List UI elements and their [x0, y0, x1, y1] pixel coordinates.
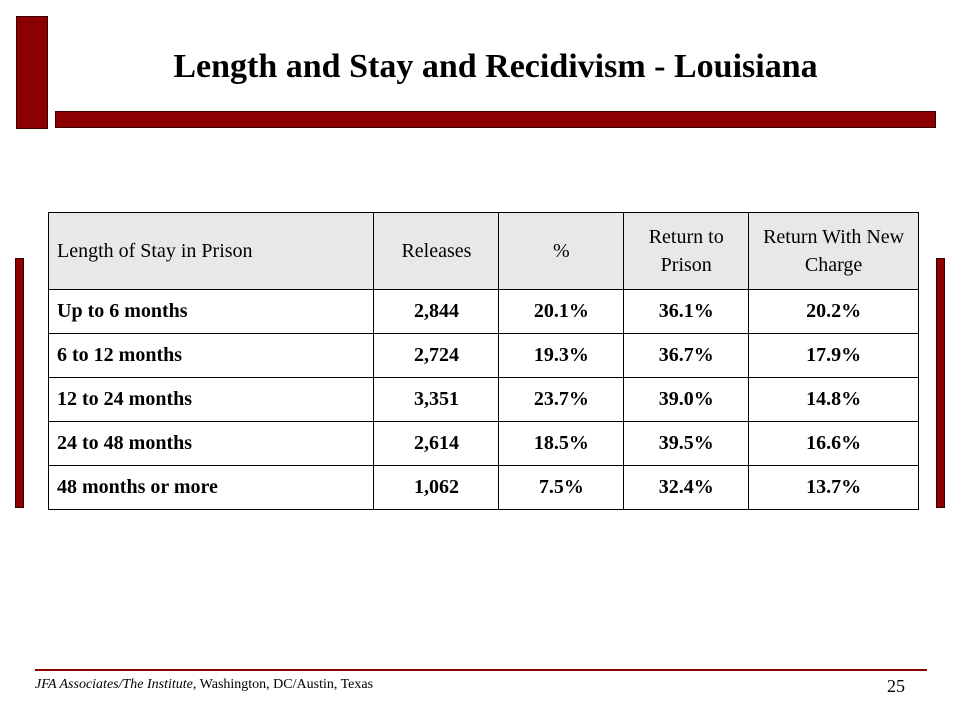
- page-number: 25: [887, 676, 905, 696]
- header-return-to-prison: Return to Prison: [623, 212, 750, 290]
- cell-percent: 19.3%: [498, 333, 625, 378]
- left-side-rule: [15, 258, 24, 508]
- cell-releases: 2,844: [373, 289, 500, 334]
- table-row: Up to 6 months 2,844 20.1% 36.1% 20.2%: [47, 289, 919, 334]
- cell-return-to-prison: 36.1%: [623, 289, 750, 334]
- cell-percent: 18.5%: [498, 421, 625, 466]
- footer-source: JFA Associates/The Institute, Washington…: [35, 677, 373, 693]
- right-side-rule: [936, 258, 945, 508]
- header-return-with-new-charge: Return With New Charge: [748, 212, 919, 290]
- cell-return-to-prison: 39.5%: [623, 421, 750, 466]
- slide-title: Length and Stay and Recidivism - Louisia…: [173, 48, 818, 85]
- cell-percent: 20.1%: [498, 289, 625, 334]
- table-row: 6 to 12 months 2,724 19.3% 36.7% 17.9%: [47, 333, 919, 378]
- cell-return-to-prison: 39.0%: [623, 377, 750, 422]
- cell-length-of-stay: 6 to 12 months: [47, 333, 375, 378]
- table-row: 24 to 48 months 2,614 18.5% 39.5% 16.6%: [47, 421, 919, 466]
- cell-return-with-new-charge: 20.2%: [748, 289, 919, 334]
- cell-length-of-stay: Up to 6 months: [47, 289, 375, 334]
- cell-return-with-new-charge: 16.6%: [748, 421, 919, 466]
- cell-percent: 23.7%: [498, 377, 625, 422]
- cell-return-to-prison: 32.4%: [623, 465, 750, 510]
- cell-return-with-new-charge: 17.9%: [748, 333, 919, 378]
- footer-source-location: , Washington, DC/Austin, Texas: [192, 677, 374, 692]
- header-percent: %: [498, 212, 625, 290]
- cell-releases: 3,351: [373, 377, 500, 422]
- cell-length-of-stay: 12 to 24 months: [47, 377, 375, 422]
- cell-length-of-stay: 48 months or more: [47, 465, 375, 510]
- header-length-of-stay: Length of Stay in Prison: [47, 212, 375, 290]
- cell-releases: 2,724: [373, 333, 500, 378]
- cell-length-of-stay: 24 to 48 months: [47, 421, 375, 466]
- cell-return-with-new-charge: 14.8%: [748, 377, 919, 422]
- footer-rule: [35, 669, 927, 671]
- cell-releases: 2,614: [373, 421, 500, 466]
- cell-return-to-prison: 36.7%: [623, 333, 750, 378]
- cell-releases: 1,062: [373, 465, 500, 510]
- title-underline-bar: [55, 111, 936, 128]
- header-releases: Releases: [373, 212, 500, 290]
- table-header-row: Length of Stay in Prison Releases % Retu…: [47, 212, 919, 290]
- left-vertical-accent-bar: [16, 16, 48, 129]
- table-row: 48 months or more 1,062 7.5% 32.4% 13.7%: [47, 465, 919, 510]
- cell-return-with-new-charge: 13.7%: [748, 465, 919, 510]
- footer-source-organization: JFA Associates/The Institute: [35, 677, 193, 692]
- cell-percent: 7.5%: [498, 465, 625, 510]
- table-row: 12 to 24 months 3,351 23.7% 39.0% 14.8%: [47, 377, 919, 422]
- recidivism-table: Length of Stay in Prison Releases % Retu…: [47, 212, 919, 510]
